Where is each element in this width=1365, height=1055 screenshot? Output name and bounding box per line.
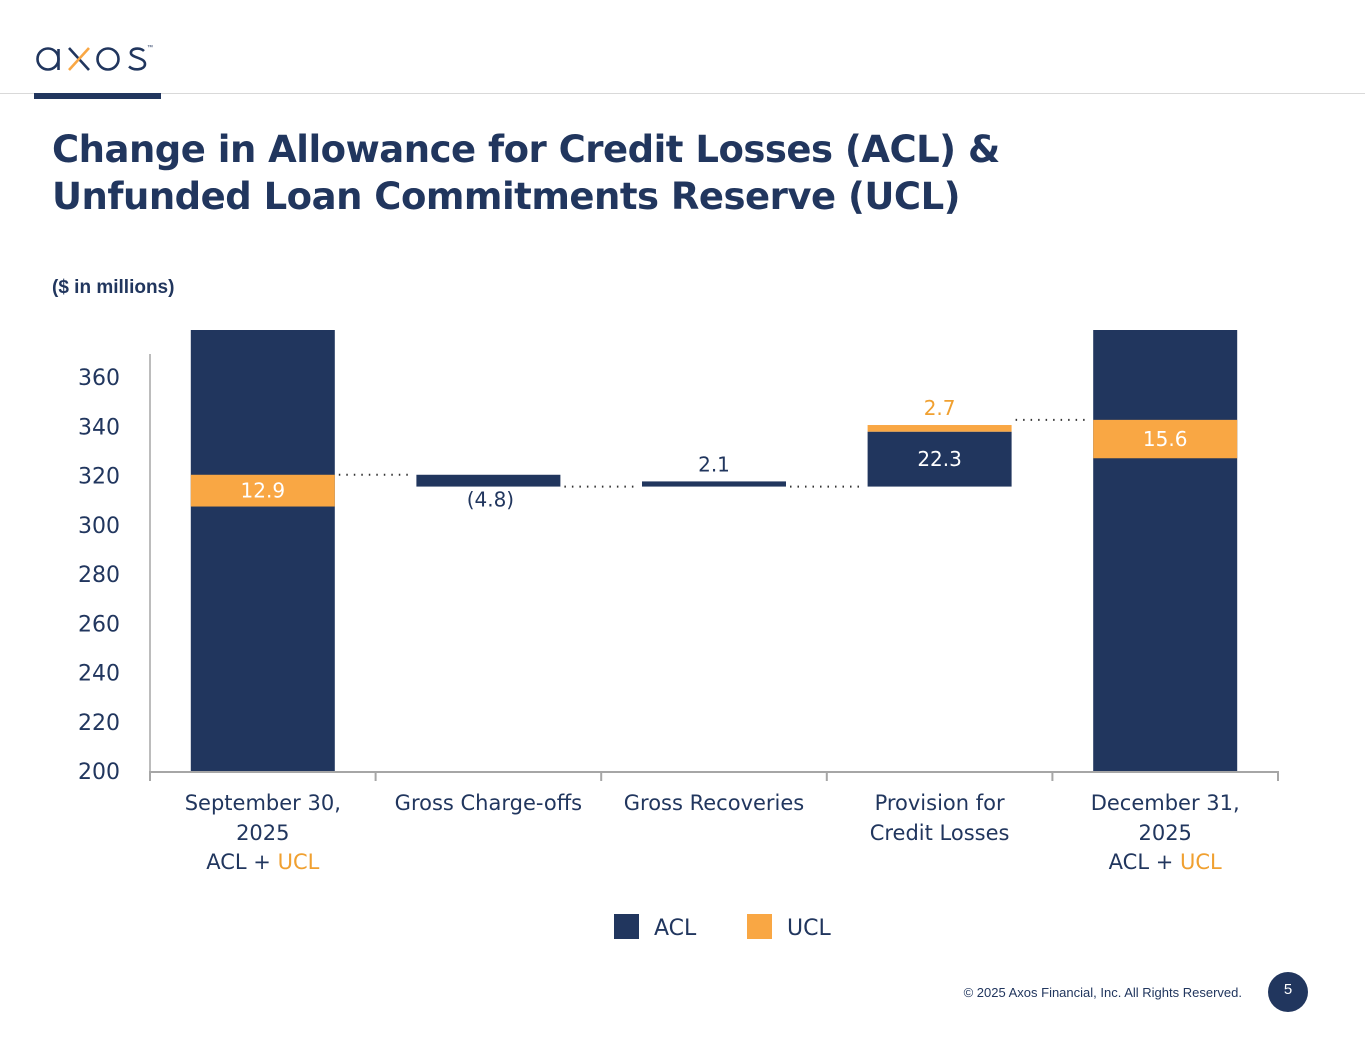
bars bbox=[190, 330, 1238, 772]
y-tick-label: 260 bbox=[78, 612, 120, 637]
legend-label-acl: ACL bbox=[654, 916, 697, 941]
copyright-footer: © 2025 Axos Financial, Inc. All Rights R… bbox=[963, 985, 1242, 1000]
y-axis: 200 220 240 260 280 300 320 340 360 bbox=[78, 354, 151, 785]
axos-logo: ™ bbox=[36, 44, 153, 71]
y-tick-label: 360 bbox=[78, 366, 120, 391]
logo-underline bbox=[34, 93, 161, 99]
y-tick-label: 220 bbox=[78, 711, 120, 736]
plus-sign: + bbox=[247, 850, 278, 874]
units-subtitle: ($ in millions) bbox=[52, 277, 175, 298]
acl-sub-label: ACL bbox=[206, 850, 247, 874]
legend-swatch-ucl bbox=[747, 914, 772, 939]
acl-bar-segment bbox=[642, 481, 786, 487]
page-number: 5 bbox=[1268, 972, 1308, 1012]
ucl-sub-label: UCL bbox=[278, 850, 320, 874]
x-axis: September 30, 2025 ACL + UCL Gross Charge-o… bbox=[149, 771, 1279, 874]
acl-bar-segment bbox=[1093, 330, 1238, 771]
data-label: 2.1 bbox=[698, 452, 730, 476]
acl-bar-segment bbox=[867, 431, 1012, 487]
y-tick-label: 200 bbox=[78, 760, 120, 785]
connectors bbox=[338, 418, 1090, 488]
x-category-label: September 30, bbox=[185, 791, 341, 815]
legend-label-ucl: UCL bbox=[787, 916, 831, 941]
y-tick-label: 340 bbox=[78, 415, 120, 440]
slide-title: Change in Allowance for Credit Losses (A… bbox=[52, 128, 1000, 218]
header-divider bbox=[0, 93, 1365, 94]
data-label: (4.8) bbox=[467, 488, 514, 512]
data-label: 15.6 bbox=[1143, 427, 1188, 451]
data-labels: 307.412.9(4.8)2.122.32.7327.015.6 bbox=[241, 396, 1188, 512]
plus-sign: + bbox=[1149, 850, 1180, 874]
y-tick-label: 240 bbox=[78, 662, 120, 687]
x-category-label: Gross Charge-offs bbox=[395, 791, 582, 815]
legend-swatch-acl bbox=[614, 914, 639, 939]
y-tick-label: 320 bbox=[78, 465, 120, 490]
acl-sub-label: ACL bbox=[1109, 850, 1150, 874]
ucl-bar-segment bbox=[190, 474, 335, 507]
data-label: 12.9 bbox=[241, 479, 286, 503]
ucl-sub-label: UCL bbox=[1180, 850, 1222, 874]
x-category-label: Provision for bbox=[875, 791, 1005, 815]
legend: ACL UCL bbox=[614, 914, 831, 941]
x-sub-label: ACL + UCL bbox=[206, 850, 319, 874]
ucl-bar-segment bbox=[867, 425, 1012, 432]
y-tick-label: 280 bbox=[78, 563, 120, 588]
x-category-label: Credit Losses bbox=[870, 821, 1010, 845]
x-category-label: 2025 bbox=[236, 821, 289, 845]
acl-bar-segment bbox=[190, 330, 335, 772]
x-sub-label: ACL + UCL bbox=[1109, 850, 1222, 874]
x-category-label: December 31, bbox=[1091, 791, 1240, 815]
x-category-label: Gross Recoveries bbox=[624, 791, 805, 815]
ucl-bar-segment bbox=[1093, 419, 1238, 459]
logo-trademark: ™ bbox=[147, 44, 153, 51]
data-label: 2.7 bbox=[924, 396, 956, 420]
data-label: 22.3 bbox=[917, 447, 962, 471]
acl-bar-segment bbox=[416, 474, 561, 487]
x-category-label: 2025 bbox=[1138, 821, 1191, 845]
y-tick-label: 300 bbox=[78, 514, 120, 539]
